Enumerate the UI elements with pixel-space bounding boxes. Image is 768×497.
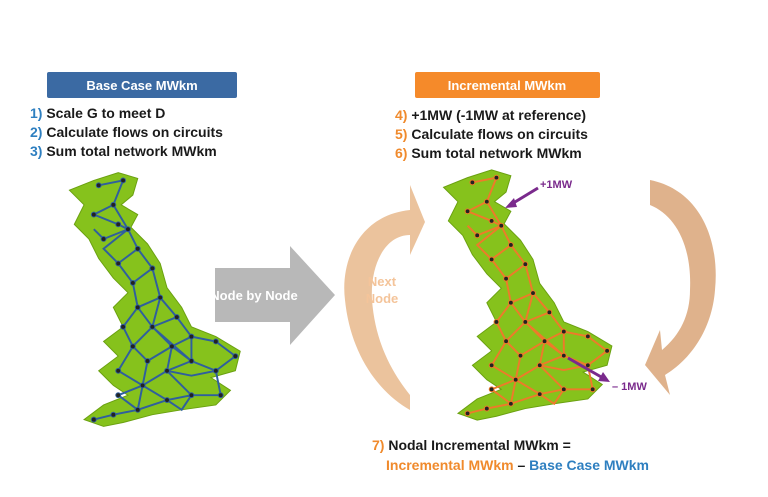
text-part: 4) (395, 107, 407, 123)
text-part: Sum total network MWkm (411, 145, 581, 161)
text-part: Next (368, 274, 397, 289)
step: 1) Scale G to meet D (30, 105, 165, 121)
formula: 7) Nodal Incremental MWkm = (372, 437, 571, 453)
text-part: 3) (30, 143, 42, 159)
arrowhead (598, 372, 610, 382)
step: 2) Calculate flows on circuits (30, 124, 223, 140)
arrowhead (505, 198, 517, 208)
step: 6) Sum total network MWkm (395, 145, 582, 161)
text-part: 5) (395, 126, 407, 142)
loop-arrow (344, 185, 425, 410)
step: 4) +1MW (-1MW at reference) (395, 107, 586, 123)
text-part: Calculate flows on circuits (411, 126, 588, 142)
text-part: Sum total network MWkm (46, 143, 216, 159)
text-part: Scale G to meet D (46, 105, 165, 121)
annotation-arrow (567, 356, 604, 380)
text-part: – (517, 457, 525, 473)
annotation: – 1MW (612, 381, 647, 393)
arrow-label: Node by Node (210, 288, 297, 303)
text-part: 2) (30, 124, 42, 140)
step: 5) Calculate flows on circuits (395, 126, 588, 142)
text-part: Incremental MWkm (386, 457, 514, 473)
loop-label: Next Node (366, 274, 399, 306)
step: 3) Sum total network MWkm (30, 143, 217, 159)
incremental-map (442, 168, 613, 422)
header-title: Base Case MWkm (86, 78, 197, 93)
text-part: Node (366, 291, 399, 306)
text-part: +1MW (-1MW at reference) (411, 107, 586, 123)
header-title: Incremental MWkm (448, 78, 566, 93)
text-part: Nodal Incremental MWkm = (388, 437, 570, 453)
text-part: 7) (372, 437, 384, 453)
text-part: 6) (395, 145, 407, 161)
text-part: 1) (30, 105, 42, 121)
formula-terms: Incremental MWkm – Base Case MWkm (386, 457, 649, 473)
loop-arrow (645, 180, 716, 395)
annotation: +1MW (540, 179, 573, 191)
header-box (415, 72, 600, 98)
text-part: Base Case MWkm (529, 457, 649, 473)
header-box (47, 72, 237, 98)
text-part: Calculate flows on circuits (46, 124, 223, 140)
node-arrow (215, 246, 335, 345)
